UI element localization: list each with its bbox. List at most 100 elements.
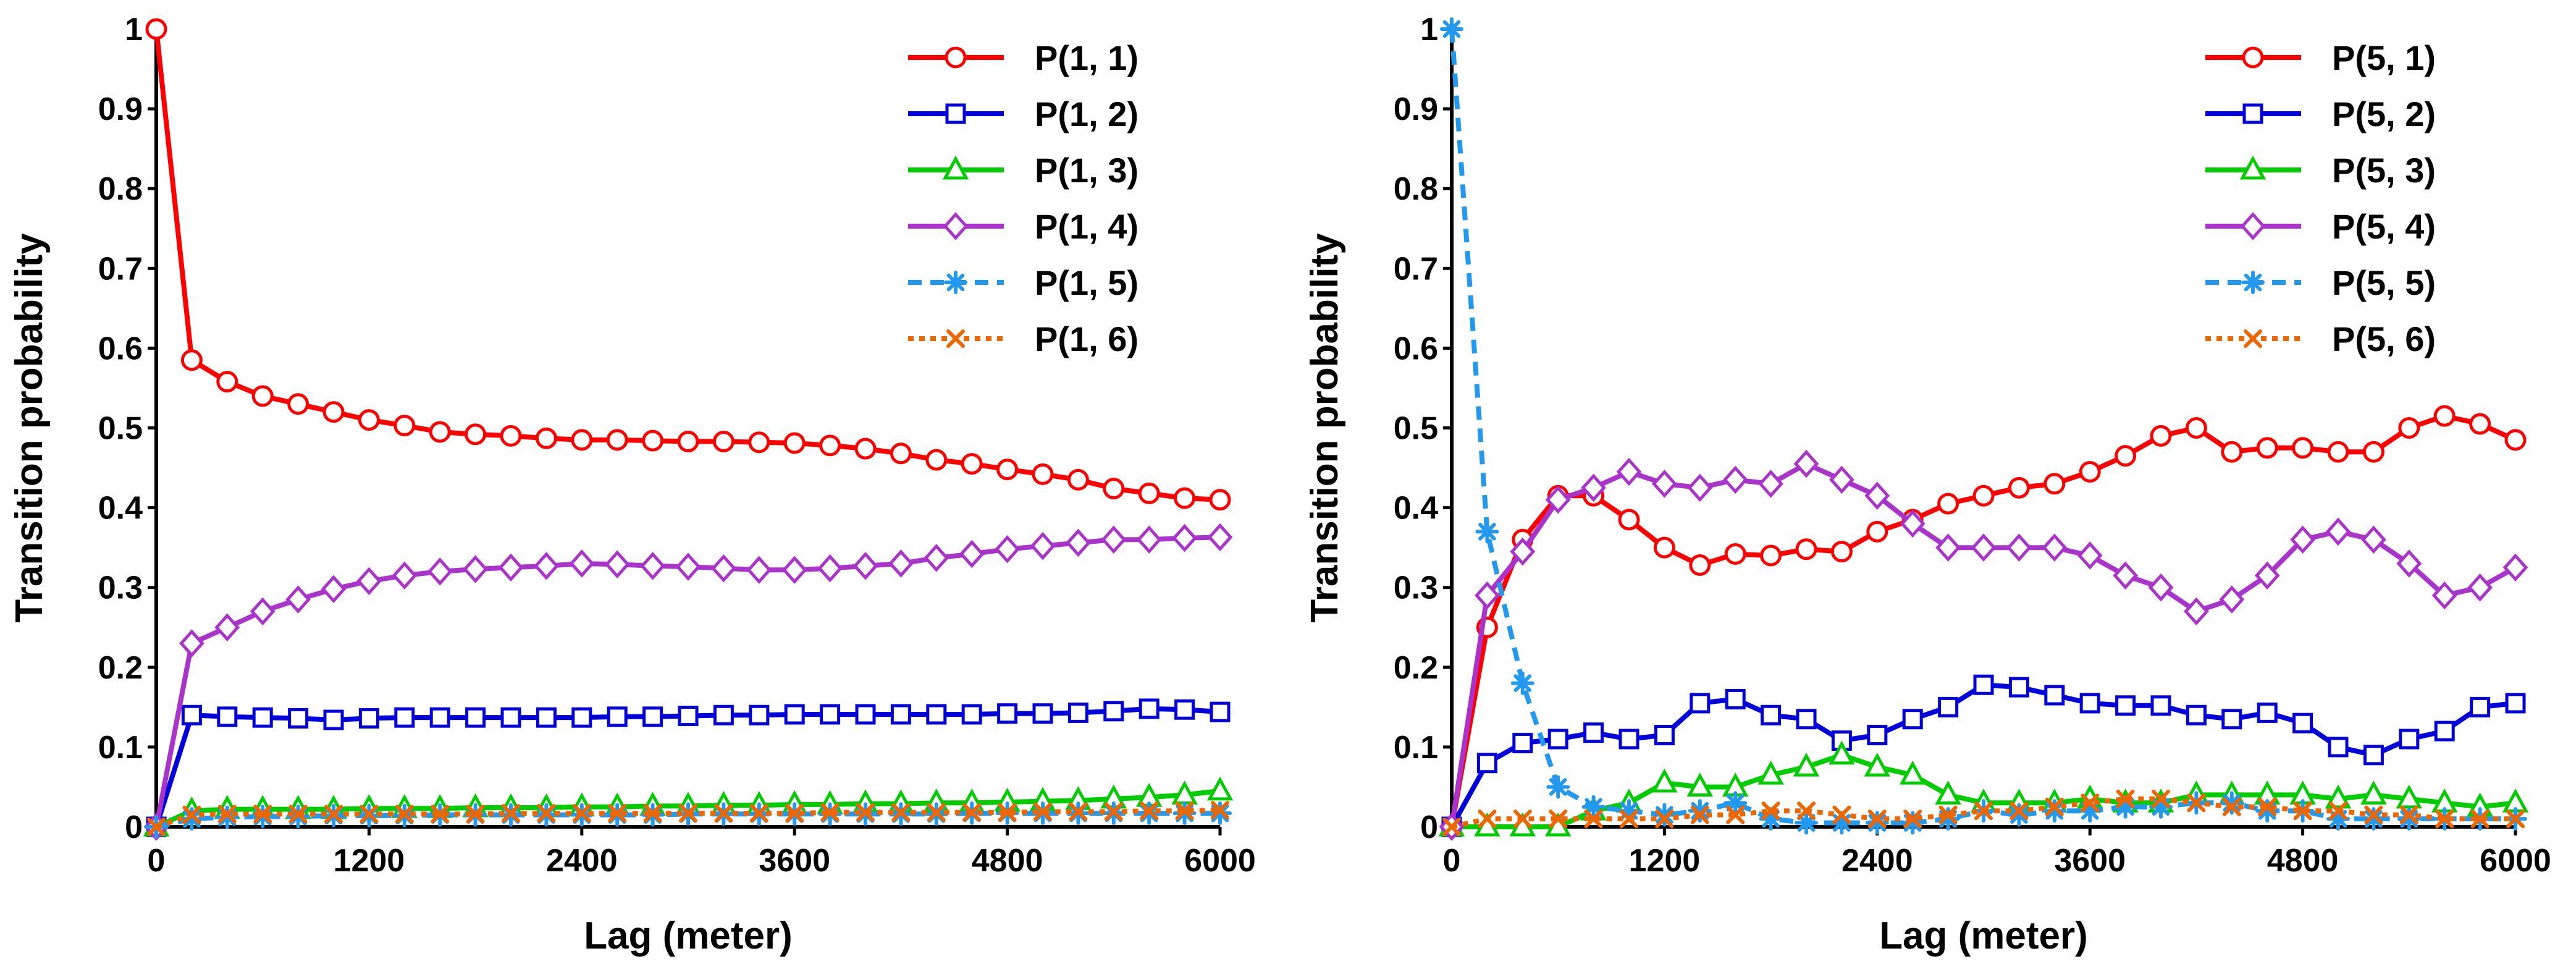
data-point — [288, 708, 309, 729]
data-point — [2150, 695, 2171, 716]
x-axis-title: Lag (meter) — [584, 915, 793, 957]
legend-label: P(5, 1) — [2332, 38, 2436, 77]
y-tick-label: 0.6 — [98, 331, 143, 366]
data-point — [498, 553, 524, 582]
data-point — [1973, 674, 1994, 695]
y-tick-label: 0.2 — [98, 650, 143, 686]
data-point — [1938, 805, 1958, 824]
data-point — [180, 349, 203, 371]
series-left-1 — [145, 18, 1231, 511]
data-point — [2435, 810, 2454, 829]
data-point — [2364, 805, 2383, 824]
data-point — [2115, 445, 2137, 467]
data-point — [217, 805, 237, 824]
data-point — [181, 704, 202, 725]
data-point — [1722, 465, 1748, 494]
data-point — [2219, 585, 2245, 614]
y-tick-label: 0.5 — [98, 411, 143, 447]
data-point — [429, 421, 451, 443]
data-point — [1549, 810, 1568, 829]
data-point — [1935, 533, 1961, 562]
x-tick-label: 4800 — [2267, 843, 2339, 879]
data-point — [535, 427, 557, 449]
data-point — [358, 708, 379, 729]
data-point — [1138, 482, 1160, 504]
data-point — [1759, 807, 1783, 831]
data-point — [2329, 801, 2347, 821]
data-point — [2187, 793, 2206, 813]
data-point — [781, 556, 807, 585]
legend-label: P(1, 2) — [1035, 95, 1139, 133]
y-tick-label: 0.3 — [98, 570, 143, 606]
data-point — [2361, 525, 2386, 554]
y-tick-label: 0.7 — [98, 251, 143, 287]
data-point — [1209, 489, 1231, 511]
data-point — [817, 554, 843, 583]
data-point — [358, 409, 380, 431]
data-point — [2328, 737, 2349, 758]
data-point — [1581, 473, 1606, 502]
y-tick-label: 0.1 — [1394, 730, 1438, 766]
y-tick-label: 0 — [1420, 810, 1438, 845]
data-point — [2362, 807, 2386, 831]
data-point — [712, 430, 734, 452]
data-point — [500, 707, 521, 728]
data-point — [1583, 722, 1604, 743]
data-point — [1796, 709, 1817, 730]
data-point — [1651, 768, 1678, 793]
data-point — [1620, 810, 1638, 829]
data-point — [465, 707, 486, 728]
data-point — [1864, 481, 1890, 510]
data-point — [679, 804, 697, 823]
y-tick-label: 0.2 — [1394, 650, 1438, 686]
data-point — [2186, 704, 2207, 725]
data-point — [2042, 533, 2068, 562]
data-point — [1475, 520, 1499, 544]
data-point — [1652, 470, 1677, 498]
data-point — [1066, 528, 1091, 557]
data-point — [2363, 745, 2384, 766]
x-tick-label: 3600 — [2054, 843, 2126, 879]
data-point — [2257, 702, 2278, 723]
data-point — [2293, 801, 2312, 821]
data-point — [1900, 509, 1926, 538]
series-left-4 — [143, 523, 1233, 841]
data-point — [253, 805, 272, 824]
data-point — [465, 423, 487, 446]
data-point — [2221, 709, 2242, 730]
data-point — [324, 805, 343, 824]
data-point — [2506, 810, 2525, 829]
data-point — [537, 804, 556, 823]
data-point — [2007, 803, 2031, 827]
data-point — [214, 613, 240, 641]
data-point — [642, 429, 664, 452]
data-point — [2325, 784, 2352, 809]
y-tick-label: 0.7 — [1394, 251, 1438, 287]
data-point — [2396, 784, 2423, 809]
series-right-2 — [1441, 674, 2526, 837]
y-tick-label: 0.6 — [1394, 331, 1438, 366]
legend-marker — [2241, 271, 2265, 294]
data-point — [2502, 553, 2528, 582]
data-point — [2010, 801, 2029, 821]
data-point — [1210, 701, 1231, 722]
data-point — [2222, 797, 2241, 816]
data-point — [854, 438, 877, 460]
data-point — [569, 549, 595, 578]
data-point — [820, 803, 840, 822]
data-point — [1757, 760, 1784, 785]
data-point — [1761, 801, 1780, 821]
data-point — [571, 707, 592, 728]
legend-label: P(5, 2) — [2332, 95, 2436, 133]
data-point — [1618, 509, 1640, 531]
data-point — [215, 805, 239, 829]
data-point — [392, 561, 418, 590]
data-point — [287, 393, 309, 415]
data-point — [607, 706, 628, 727]
data-point — [2044, 685, 2065, 706]
data-point — [250, 597, 276, 626]
data-point — [2008, 677, 2029, 698]
legend-marker — [2239, 155, 2267, 180]
legend-marker — [945, 103, 966, 124]
